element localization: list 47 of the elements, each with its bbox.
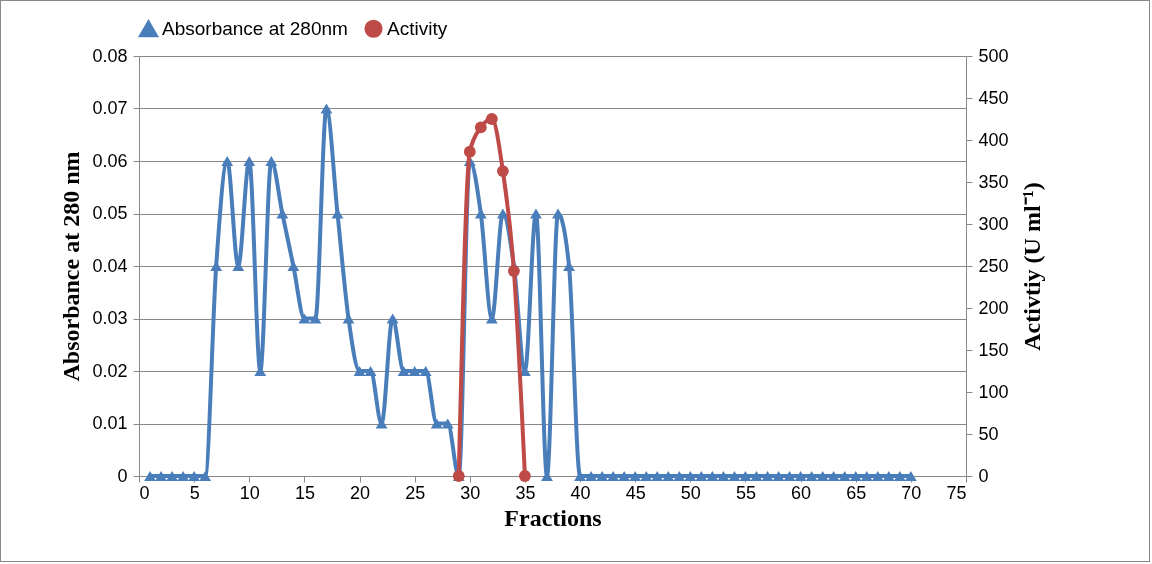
- y2-tick-label: 150: [978, 339, 1009, 360]
- x-tick-label: 75: [946, 482, 967, 503]
- x-axis-title: Fractions: [504, 504, 602, 531]
- y-tick-label: 0.08: [92, 45, 128, 66]
- y2-tick-label: 500: [978, 45, 1009, 66]
- legend-label: Activity: [387, 17, 448, 39]
- y2-tick-label: 300: [978, 213, 1009, 234]
- y-tick-label: 0.01: [92, 413, 128, 433]
- x-tick-label: 70: [901, 482, 922, 503]
- x-tick-label: 30: [460, 482, 481, 503]
- y2-tick-label: 200: [978, 297, 1009, 318]
- point: [485, 113, 498, 125]
- point: [496, 165, 509, 177]
- y-tick-label: 0.05: [92, 203, 128, 223]
- y2-tick-label: 0: [978, 465, 989, 486]
- y2-tick-label: 50: [978, 423, 999, 444]
- x-tick-label: 0: [139, 482, 150, 503]
- y2-axis-title: Activtiy (U ml⁻¹): [1018, 182, 1045, 351]
- x-tick-label: 40: [570, 482, 591, 503]
- point: [507, 265, 520, 277]
- point: [519, 470, 531, 482]
- y-tick-label: 0.04: [92, 255, 128, 276]
- x-tick-label: 65: [846, 482, 867, 503]
- y2-tick-label: 250: [978, 255, 1009, 276]
- x-tick-label: 45: [625, 482, 646, 503]
- y2-tick-label: 100: [978, 381, 1009, 402]
- y-tick-label: 0.03: [92, 308, 128, 328]
- x-tick-label: 5: [189, 482, 200, 503]
- y2-tick-label: 450: [978, 87, 1009, 108]
- y-tick-label: 0.07: [92, 98, 128, 118]
- point: [474, 121, 487, 134]
- x-tick-label: 50: [680, 482, 701, 503]
- y-axis-title: Absorbance at 280 nm: [58, 151, 85, 382]
- x-tick-label: 20: [350, 482, 371, 503]
- y-tick-label: 0.02: [92, 360, 128, 381]
- x-tick-label: 55: [735, 482, 756, 503]
- y-tick-label: 0: [117, 465, 128, 486]
- y-tick-label: 0.06: [92, 150, 128, 171]
- point: [463, 145, 476, 158]
- x-tick-label: 15: [294, 482, 315, 503]
- x-tick-label: 10: [239, 482, 260, 503]
- y2-tick-label: 350: [978, 171, 1009, 192]
- x-tick-label: 35: [515, 482, 536, 503]
- legend-label: Absorbance at 280nm: [162, 18, 348, 40]
- x-tick-label: 60: [791, 482, 812, 503]
- x-tick-label: 25: [405, 482, 426, 503]
- y2-tick-label: 400: [978, 129, 1009, 150]
